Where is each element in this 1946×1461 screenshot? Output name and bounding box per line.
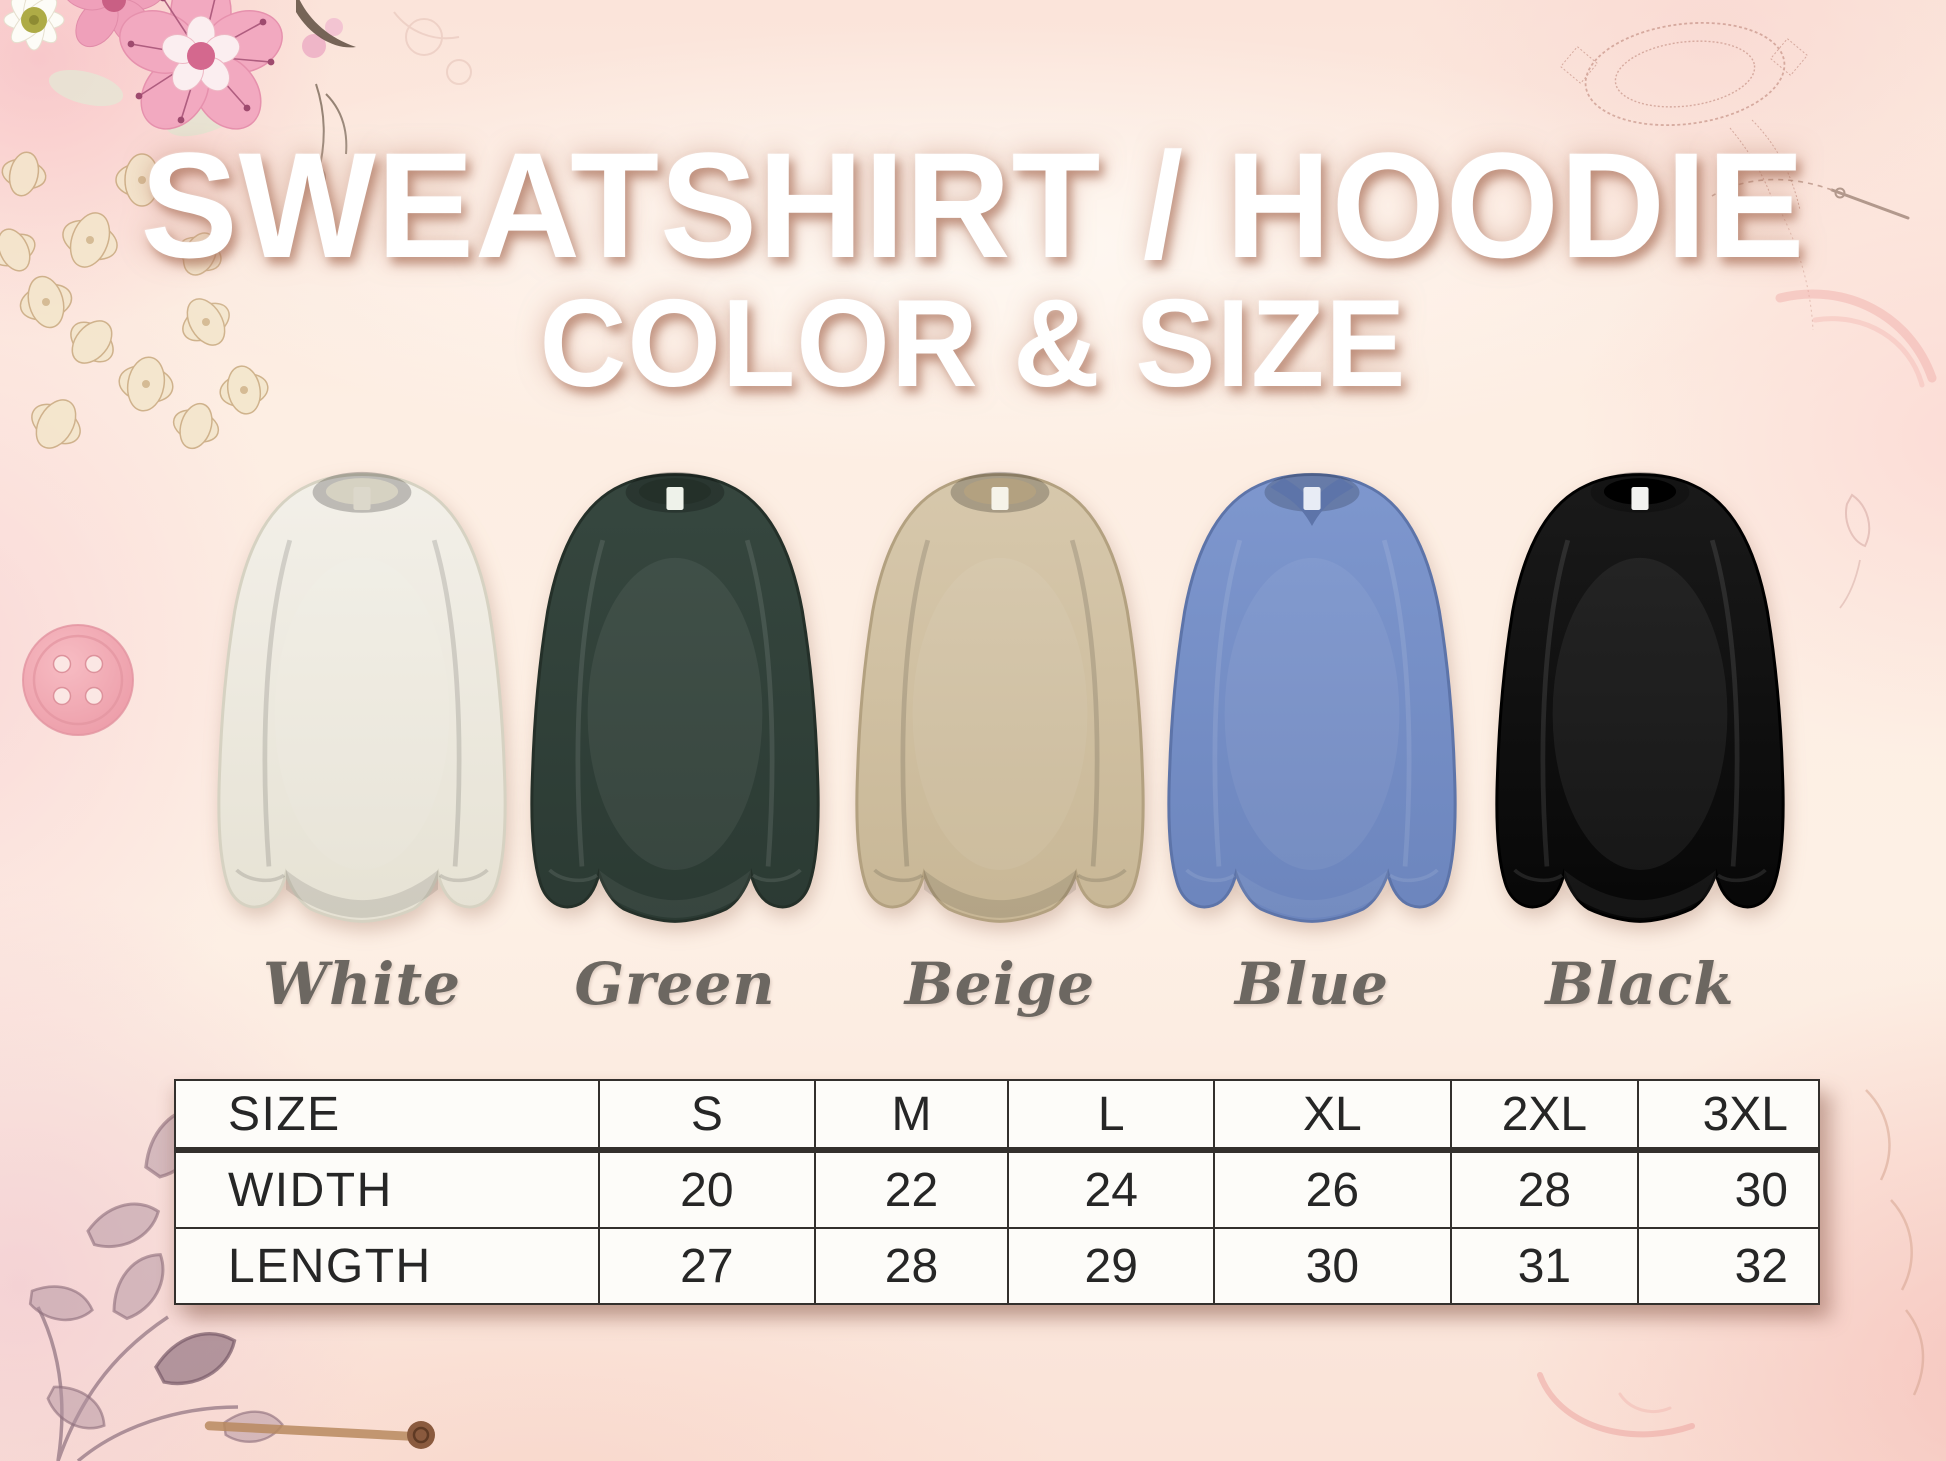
color-label: Blue bbox=[1234, 950, 1390, 1018]
size-value-cell: 32 bbox=[1637, 1227, 1820, 1305]
size-header-cell: 2XL bbox=[1449, 1079, 1640, 1153]
product-card-white: White bbox=[172, 448, 552, 1018]
color-label: Black bbox=[1545, 950, 1735, 1018]
size-header-row: SIZE S M L XL 2XL 3XL bbox=[173, 1079, 1820, 1153]
product-card-blue: Blue bbox=[1122, 448, 1502, 1018]
button-icon bbox=[22, 624, 134, 736]
wooden-twig-icon bbox=[204, 1421, 435, 1449]
size-header-cell: XL bbox=[1212, 1079, 1452, 1153]
size-value-cell: 28 bbox=[813, 1227, 1010, 1305]
size-header-cell: L bbox=[1007, 1079, 1215, 1153]
color-label: Beige bbox=[904, 950, 1096, 1018]
size-value-cell: 26 bbox=[1212, 1149, 1452, 1229]
size-row-label: WIDTH bbox=[173, 1149, 601, 1229]
size-header-cell: 3XL bbox=[1637, 1079, 1820, 1153]
title-glow bbox=[140, 25, 1800, 465]
size-row-label: SIZE bbox=[173, 1079, 601, 1153]
size-value-cell: 28 bbox=[1449, 1149, 1640, 1229]
size-chart-table: SIZE S M L XL 2XL 3XL WIDTH 20 22 24 26 28 30 LENGTH 27… bbox=[173, 1079, 1820, 1305]
size-value-cell: 27 bbox=[598, 1227, 816, 1305]
page-title: SWEATSHIRT / HOODIE COLOR & SIZE bbox=[29, 130, 1917, 406]
color-label: White bbox=[262, 950, 462, 1018]
rose-wash-icon bbox=[1775, 289, 1937, 609]
size-value-cell: 22 bbox=[813, 1149, 1010, 1229]
size-value-cell: 29 bbox=[1007, 1227, 1215, 1305]
sweatshirt-image-blue bbox=[1167, 472, 1457, 923]
leaf-strokes-icon bbox=[1865, 1089, 1925, 1396]
color-label: Green bbox=[574, 950, 776, 1018]
size-value-cell: 20 bbox=[598, 1149, 816, 1229]
size-data-row: WIDTH 20 22 24 26 28 30 bbox=[173, 1149, 1820, 1229]
product-card-beige: Beige bbox=[810, 448, 1190, 1018]
sweatshirt-image-green bbox=[530, 471, 820, 923]
size-value-cell: 31 bbox=[1449, 1227, 1640, 1305]
size-value-cell: 24 bbox=[1007, 1149, 1215, 1229]
sweatshirt-image-beige bbox=[855, 471, 1145, 923]
size-header-cell: M bbox=[813, 1079, 1010, 1153]
title-line-1: SWEATSHIRT / HOODIE bbox=[140, 121, 1806, 289]
sweatshirt-image-white bbox=[217, 471, 507, 923]
size-value-cell: 30 bbox=[1212, 1227, 1452, 1305]
product-card-green: Green bbox=[485, 448, 865, 1018]
size-value-cell: 30 bbox=[1637, 1149, 1820, 1229]
title-line-2: COLOR & SIZE bbox=[539, 275, 1407, 413]
size-header-cell: S bbox=[598, 1079, 816, 1153]
size-data-row: LENGTH 27 28 29 30 31 32 bbox=[173, 1227, 1820, 1305]
size-table-body: SIZE S M L XL 2XL 3XL WIDTH 20 22 24 26 28 30 LENGTH 27… bbox=[173, 1079, 1820, 1305]
rose-swirl-icon bbox=[1537, 1372, 1695, 1438]
size-row-label: LENGTH bbox=[173, 1227, 601, 1305]
